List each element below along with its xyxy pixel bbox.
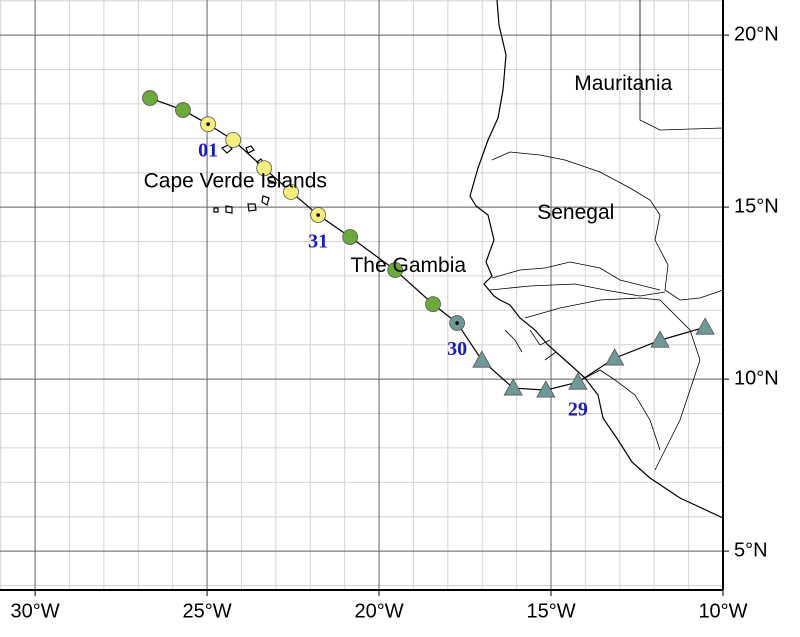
track-point xyxy=(175,102,191,118)
border xyxy=(489,283,666,297)
track-point xyxy=(568,372,588,390)
country-label: Mauritania xyxy=(574,72,672,95)
coastline xyxy=(469,0,724,519)
track-point-center xyxy=(455,321,459,325)
border xyxy=(524,297,701,471)
y-tick-label: 5°N xyxy=(734,539,768,561)
x-tick-label: 25°W xyxy=(183,600,232,622)
track-point xyxy=(503,378,523,396)
border xyxy=(584,369,661,451)
track-point xyxy=(472,350,492,368)
track-point xyxy=(695,317,715,335)
country-label: Senegal xyxy=(537,201,614,224)
y-tick-label: 10°N xyxy=(734,367,779,389)
grid xyxy=(0,0,724,590)
date-label: 01 xyxy=(198,140,218,162)
date-label: 31 xyxy=(308,230,328,252)
track-layer xyxy=(142,90,715,398)
border xyxy=(491,151,724,301)
track-point xyxy=(650,330,670,348)
date-label: 29 xyxy=(568,399,588,421)
track-point xyxy=(283,184,299,200)
date-label: 30 xyxy=(447,338,467,360)
track-point xyxy=(225,132,242,148)
x-tick-label: 30°W xyxy=(11,600,60,622)
track-point xyxy=(604,348,625,366)
x-tick-label: 15°W xyxy=(526,600,575,622)
border xyxy=(504,329,557,361)
x-tick-label: 20°W xyxy=(354,600,403,622)
border xyxy=(491,261,661,291)
y-tick-label: 20°N xyxy=(734,23,779,45)
track-point xyxy=(536,380,556,398)
country-label: The Gambia xyxy=(350,254,466,277)
country-label: Cape Verde Islands xyxy=(144,170,327,193)
x-tick-label: 10°W xyxy=(698,600,747,622)
track-point xyxy=(142,90,158,106)
track-point-center xyxy=(316,213,320,217)
track-point xyxy=(342,229,359,245)
track-point xyxy=(256,160,273,177)
track-point xyxy=(387,262,404,278)
track-point xyxy=(425,296,441,313)
y-tick-label: 15°N xyxy=(734,195,779,217)
border xyxy=(639,0,724,131)
track-point-center xyxy=(206,122,210,126)
